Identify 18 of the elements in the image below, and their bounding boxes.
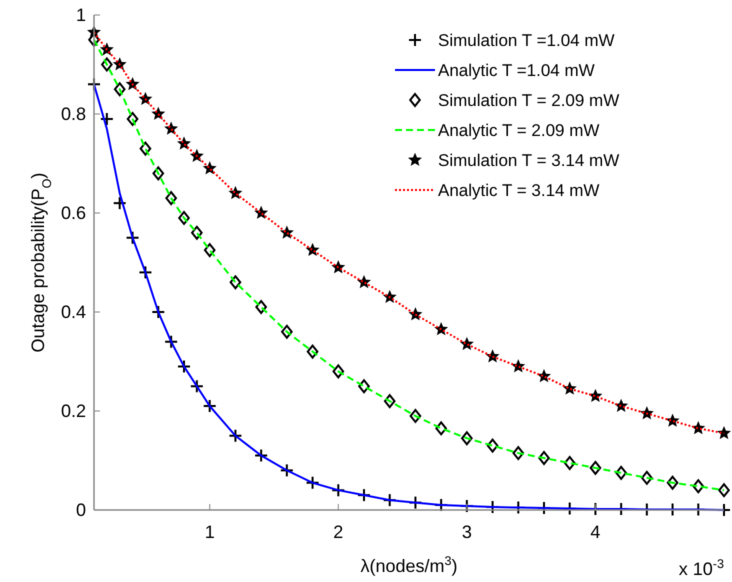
y-tick-label: 0.8 [60,104,86,124]
x-axis-title: λ(nodes/m$^{3}$) [360,554,458,576]
legend-label: Simulation T = 3.14 mW [438,151,620,170]
text: x 10$^{-3}$ [678,557,724,579]
y-tick-label: 0.2 [60,401,86,421]
legend-label: Analytic T = 2.09 mW [438,121,600,140]
x-tick-label: 1 [204,522,215,542]
legend-label: Analytic T = 3.14 mW [438,181,600,200]
y-tick-label: 0 [76,500,86,520]
legend-label: Simulation T =1.04 mW [438,31,615,50]
legend-label: Simulation T = 2.09 mW [438,91,620,110]
legend-label: Analytic T =1.04 mW [438,61,595,80]
x-tick-label: 4 [590,522,600,542]
y-tick-label: 0.6 [60,203,86,223]
x-tick-label: 3 [462,522,472,542]
y-tick-label: 0.4 [60,302,86,322]
x-tick-label: 2 [333,522,344,542]
y-tick-label: 1 [76,5,86,25]
